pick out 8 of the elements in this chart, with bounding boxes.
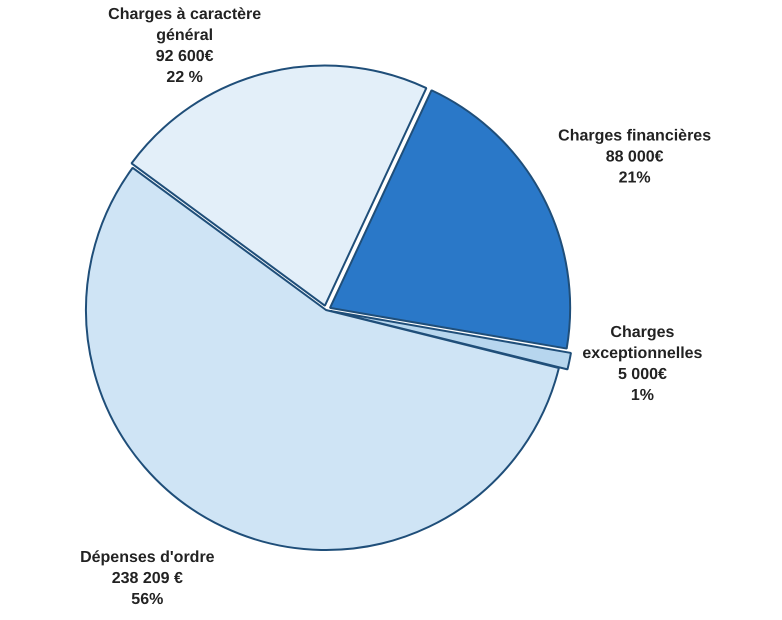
- data-label: 88 000€ 21%: [606, 148, 664, 186]
- data-label: 238 209 € 56%: [112, 570, 183, 608]
- slice-label: Charges exceptionnelles: [582, 324, 703, 362]
- data-label: 5 000€ 1%: [618, 366, 667, 404]
- slice-label: Dépenses d'ordre: [80, 549, 215, 566]
- slice-label: Charges à caractère général: [108, 6, 262, 44]
- slice-label: Charges financières: [558, 127, 712, 144]
- data-label: 92 600€ 22 %: [156, 48, 214, 86]
